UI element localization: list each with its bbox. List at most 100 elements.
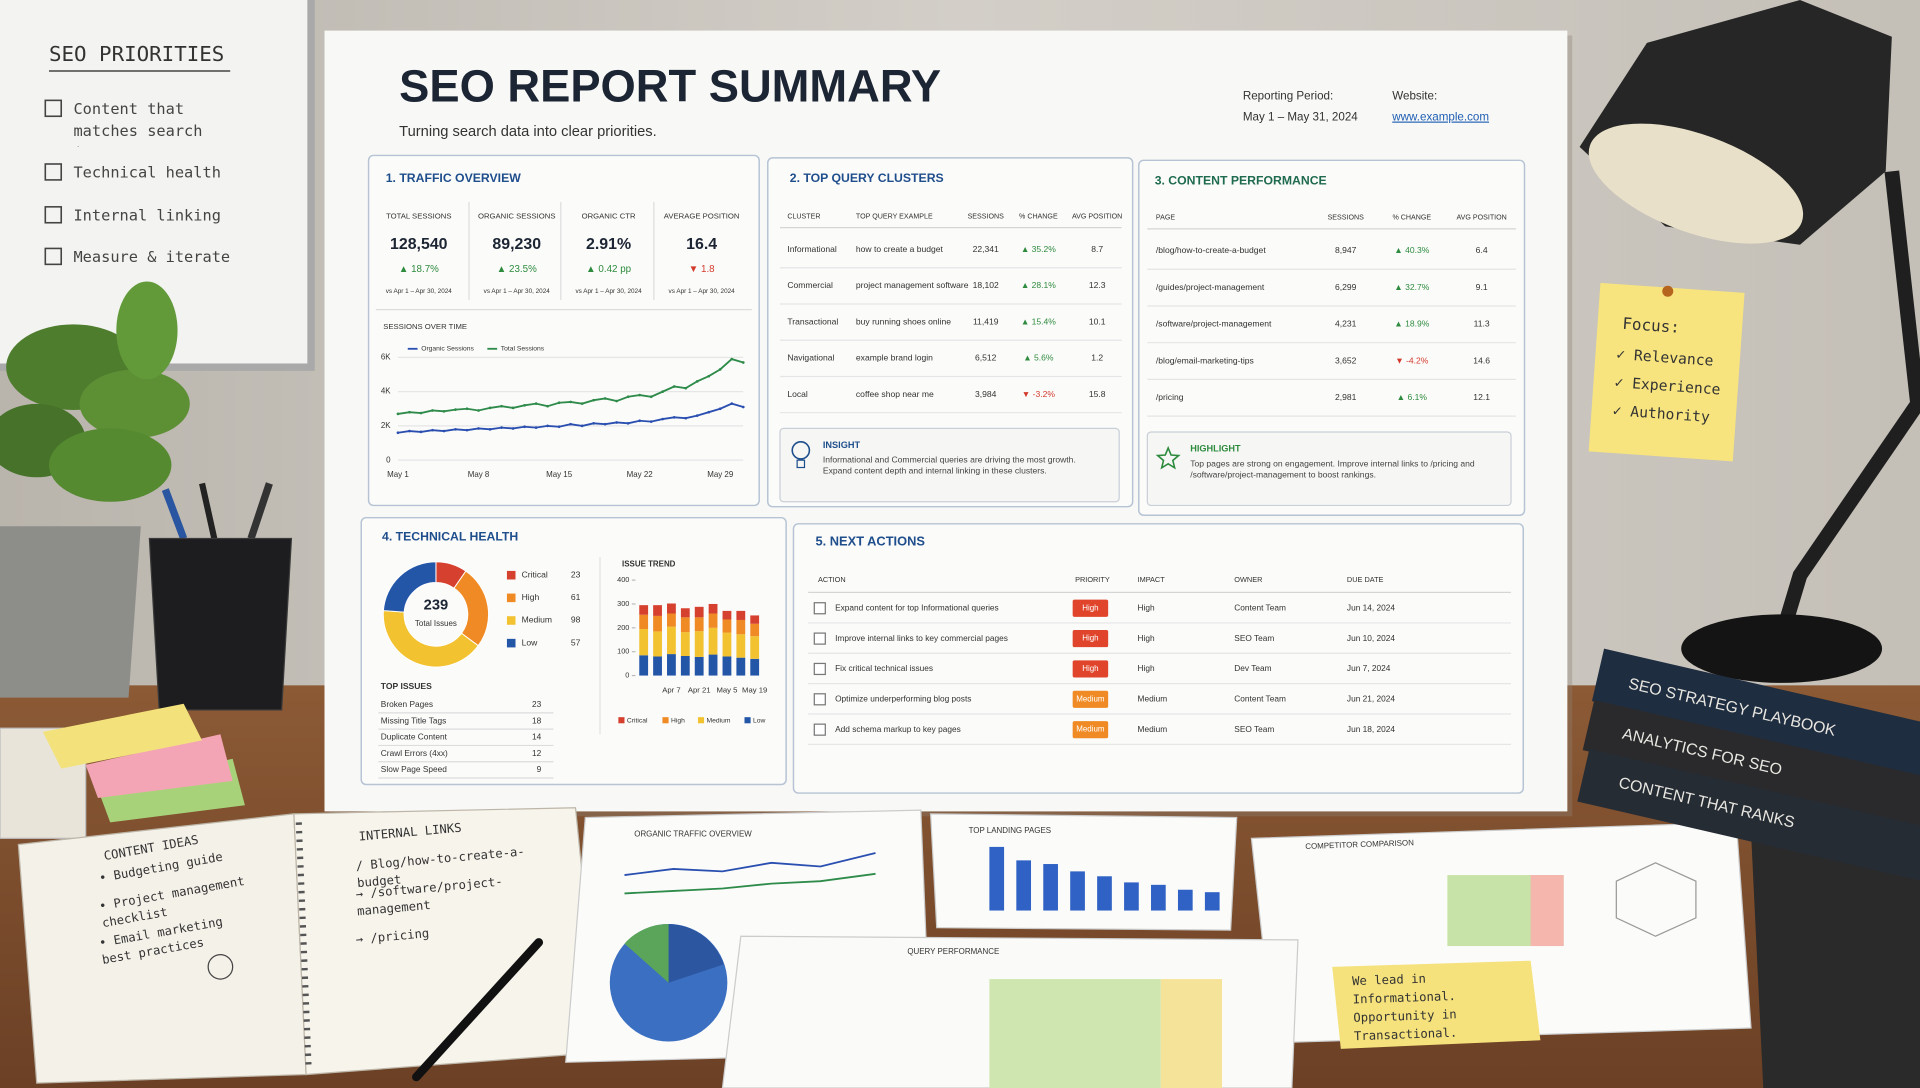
table-header: SESSIONS — [1328, 214, 1365, 222]
table-cell: project management software — [856, 280, 969, 290]
bar-segment — [694, 631, 704, 657]
kpi-label: ORGANIC SESSIONS — [478, 212, 556, 221]
table-cell: ▲ 5.6% — [1023, 353, 1054, 363]
bar-segment — [750, 658, 760, 676]
point — [465, 428, 469, 432]
table-cell: 4,231 — [1335, 319, 1357, 329]
legend-swatch — [506, 616, 516, 625]
table-cell: ▲ 32.7% — [1394, 282, 1429, 292]
legend-swatch — [506, 638, 516, 648]
y-tick-label: 6K — [381, 352, 391, 361]
mug — [1751, 818, 1920, 1088]
report-title: SEO REPORT SUMMARY — [399, 60, 941, 111]
kpi-value: 16.4 — [686, 236, 717, 253]
point — [500, 426, 503, 429]
point — [431, 428, 434, 432]
bar-segment — [736, 619, 746, 635]
point — [661, 390, 665, 393]
website: www.example.com — [1391, 111, 1489, 124]
kpi-compare: vs Apr 1 – Apr 30, 2024 — [386, 288, 453, 295]
bar-segment — [639, 629, 649, 656]
bar-segment — [694, 606, 704, 618]
bar-segment — [653, 605, 662, 616]
issue-count: 14 — [532, 732, 542, 742]
checkbox[interactable] — [813, 662, 826, 676]
bar-segment — [750, 623, 760, 637]
icon — [1155, 445, 1181, 470]
note-box — [1146, 431, 1512, 507]
bar-segment — [667, 603, 676, 614]
point — [569, 422, 572, 426]
issue-name: Slow Page Speed — [381, 764, 447, 774]
whiteboard-item: Internal linking — [73, 205, 221, 224]
impact: High — [1138, 602, 1155, 612]
table-cell: 6,299 — [1335, 282, 1357, 292]
table-cell: 10.1 — [1089, 316, 1106, 326]
point — [408, 410, 411, 414]
whiteboard-item: Measure & iterate — [73, 247, 231, 266]
whiteboard-item: Measure & iterate — [73, 247, 231, 266]
kpi-label: TOTAL SESSIONS — [386, 212, 451, 221]
point — [534, 402, 538, 405]
point — [488, 427, 492, 431]
x-tick-label: May 5 — [716, 685, 737, 694]
kpi-compare: vs Apr 1 – Apr 30, 2024 — [576, 288, 643, 295]
table-cell: Navigational — [787, 353, 834, 363]
y-tick-label: 400 — [617, 575, 629, 584]
table-cell: ▲ 15.4% — [1021, 316, 1056, 326]
issue-name: Crawl Errors (4xx) — [381, 748, 448, 758]
owner: Dev Team — [1234, 663, 1271, 673]
point — [684, 416, 688, 420]
point — [396, 431, 400, 435]
legend-label: Critical — [627, 718, 648, 725]
checkbox[interactable] — [813, 693, 826, 706]
panel — [367, 154, 760, 507]
legend-value: 23 — [571, 569, 581, 579]
pen-holder — [148, 482, 293, 711]
whiteboard-item: Content that matches search intent — [73, 99, 203, 147]
icon — [791, 441, 811, 460]
legend-swatch — [618, 717, 625, 724]
priority-badge — [1072, 630, 1109, 648]
table-cell: 6,512 — [975, 353, 997, 363]
y-tick-label: 2K — [381, 421, 391, 430]
legend-label: Low — [522, 637, 539, 647]
period: May 1 – May 31, 2024 — [1243, 111, 1358, 124]
owner: Content Team — [1234, 694, 1286, 704]
checkbox[interactable] — [813, 723, 826, 736]
sticky-item: ✓ Relevance — [1616, 346, 1714, 370]
priority-label: Medium — [1076, 725, 1105, 734]
table-cell: Transactional — [787, 316, 838, 326]
impact: High — [1138, 633, 1155, 643]
bar-segment — [653, 615, 662, 632]
checkbox[interactable] — [813, 632, 826, 645]
chart-title: SESSIONS OVER TIME — [383, 322, 467, 331]
table-cell: /pricing — [1156, 392, 1184, 402]
table-header: AVG POSITION — [1456, 214, 1506, 222]
table-cell: 22,341 — [973, 244, 999, 254]
issue-name: Broken Pages — [381, 699, 433, 709]
due-date: Jun 7, 2024 — [1347, 663, 1391, 673]
table-cell: Informational — [787, 244, 837, 254]
donut-slice — [382, 561, 437, 613]
legend-label: Organic Sessions — [421, 346, 474, 353]
impact: Medium — [1138, 694, 1168, 704]
bar-segment — [708, 603, 718, 614]
note-text: We lead in Informational. Opportunity in… — [1351, 972, 1458, 1044]
bar-segment — [639, 605, 649, 615]
checkbox[interactable] — [813, 602, 826, 615]
note-text: Top pages are strong on engagement. Impr… — [1190, 460, 1475, 481]
bar-segment — [708, 654, 718, 676]
papers — [565, 809, 1752, 1088]
table-cell: 14.6 — [1473, 355, 1490, 365]
point — [569, 400, 572, 404]
table-header: SESSIONS — [968, 212, 1005, 220]
y-tick-label: 0 — [386, 455, 391, 464]
legend-swatch — [744, 717, 751, 724]
legend-label: Low — [753, 718, 765, 725]
point — [672, 385, 676, 388]
kpi-change: ▲ 18.7% — [399, 264, 439, 275]
note-text: Informational and Commercial queries are… — [822, 456, 1076, 477]
table-header: ACTION — [818, 575, 846, 584]
